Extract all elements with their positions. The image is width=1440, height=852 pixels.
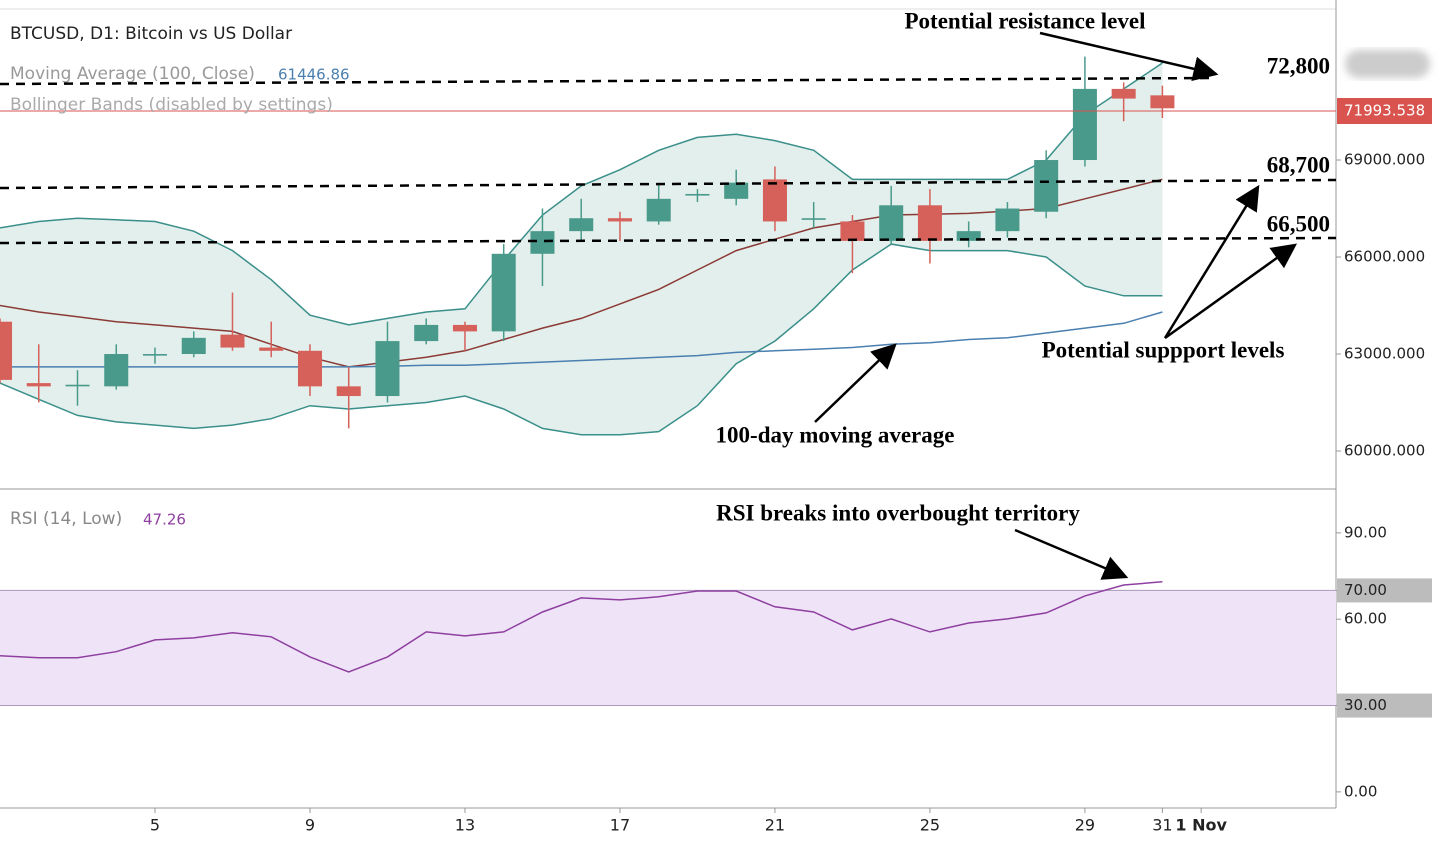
y-tick-badge: [1337, 578, 1432, 603]
candle-body: [917, 205, 942, 241]
candle-body: [1034, 160, 1059, 212]
candle-body: [297, 350, 322, 387]
candle-body: [801, 218, 826, 220]
arrow: [1163, 184, 1260, 339]
candle-body: [530, 231, 555, 254]
candle-body: [452, 324, 477, 332]
candle-body: [879, 205, 904, 241]
x-tick-label: 31: [1152, 816, 1172, 835]
moving-average: [0, 311, 1163, 368]
rsi-annotation: RSI breaks into overbought territory: [716, 500, 1080, 525]
bollinger-fill: [0, 63, 1163, 435]
candle-body: [220, 334, 245, 348]
resistance-annotation: Potential resistance level: [904, 8, 1145, 33]
support-annotation: Potential suppport levels: [1042, 337, 1285, 362]
y-tick-label: 63000.000: [1344, 345, 1425, 363]
y-tick-badge: [1337, 693, 1432, 718]
candle-body: [491, 253, 516, 332]
bollinger-lower: [0, 243, 1163, 436]
candle-body: [1111, 88, 1136, 99]
candle-body: [336, 386, 361, 397]
candle-body: [685, 193, 710, 196]
candle-body: [104, 354, 129, 387]
candle-body: [762, 179, 787, 222]
candle-body: [414, 324, 439, 342]
x-tick-label: 21: [765, 816, 785, 835]
y-tick-label: 70.00: [1344, 581, 1387, 599]
overlay: BTCUSD, D1: Bitcoin vs US Dollar Moving …: [0, 8, 1337, 580]
candle-body: [724, 182, 749, 199]
symbol-title: BTCUSD, D1: Bitcoin vs US Dollar: [10, 24, 292, 44]
x-tick-label: 5: [150, 816, 160, 835]
candle-body: [1072, 88, 1097, 161]
candle-body: [840, 221, 865, 241]
x-tick-label: 25: [920, 816, 940, 835]
candle-body: [181, 337, 206, 355]
candle-body: [607, 218, 632, 222]
y-tick-label: 90.00: [1344, 523, 1387, 541]
candle-body: [0, 321, 13, 380]
rsi-line: [0, 581, 1163, 673]
candle-body: [259, 347, 284, 351]
last-price-label: 71993.538: [1344, 102, 1425, 120]
arrow: [814, 343, 897, 423]
x-tick-label: 13: [455, 816, 475, 835]
arrow: [1014, 528, 1129, 580]
candle-body: [956, 231, 981, 241]
plot: 71993.538 60000.000 63000.000 66000.000 6900…: [0, 56, 1432, 835]
level-label: 68,700: [1267, 152, 1330, 177]
candle-body: [1150, 95, 1175, 109]
rsi-band: [0, 590, 1336, 706]
ma-annotation: 100-day moving average: [716, 422, 955, 447]
last-price-badge: [1337, 98, 1432, 124]
y-tick-label: 60.00: [1344, 610, 1387, 628]
x-tick-label: 9: [305, 816, 315, 835]
x-tick-label: 1 Nov: [1175, 816, 1227, 835]
candle-body: [375, 341, 400, 397]
candle-body: [569, 218, 594, 232]
blurred-badge: [1345, 50, 1430, 78]
y-tick-label: 69000.000: [1344, 151, 1425, 169]
arrow: [1164, 243, 1298, 340]
candle-body: [142, 354, 167, 356]
x-tick-label: 29: [1075, 816, 1095, 835]
y-tick-label: 66000.000: [1344, 248, 1425, 266]
resistance-line: [0, 76, 1216, 86]
bollinger-upper: [0, 62, 1163, 326]
arrow: [1039, 31, 1219, 82]
candle-body: [65, 384, 90, 387]
y-tick-label: 60000.000: [1344, 442, 1425, 460]
candle-body: [646, 198, 671, 222]
bb-legend: Bollinger Bands (disabled by settings): [10, 95, 333, 115]
ma-legend-value: 61446.86: [278, 66, 350, 84]
ma-legend: Moving Average (100, Close): [10, 64, 255, 84]
rsi-legend-value: 47.26: [143, 511, 186, 529]
candle-body: [26, 383, 51, 387]
x-tick-label: 17: [610, 816, 630, 835]
candle-body: [995, 208, 1020, 232]
rsi-legend: RSI (14, Low): [10, 509, 122, 529]
bollinger-basis: [0, 178, 1163, 368]
level-label: 72,800: [1267, 53, 1330, 78]
level-label: 66,500: [1267, 211, 1330, 236]
y-tick-label: 0.00: [1344, 782, 1377, 800]
y-tick-label: 30.00: [1344, 696, 1387, 714]
